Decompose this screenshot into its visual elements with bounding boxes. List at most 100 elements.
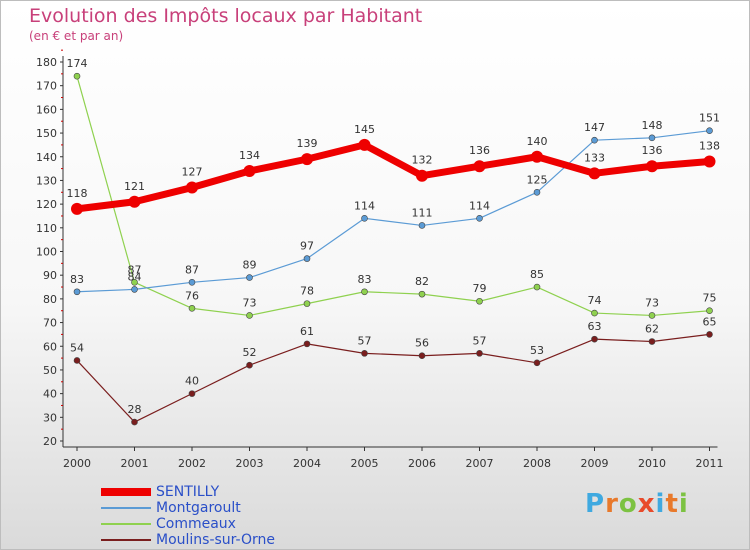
data-label-commeaux: 82 <box>415 275 429 288</box>
y-tick-label: 140 <box>36 151 57 164</box>
x-tick-label: 2007 <box>466 457 494 470</box>
data-point-moulins-sur-orne <box>648 338 656 345</box>
data-label-sentilly: 132 <box>412 154 433 167</box>
data-point-commeaux <box>246 312 253 319</box>
logo-letter: P <box>585 489 606 519</box>
y-tick-label: 70 <box>43 317 57 330</box>
data-label-moulins-sur-orne: 56 <box>415 337 429 350</box>
data-label-montgaroult: 87 <box>185 263 199 276</box>
data-point-sentilly <box>186 181 198 194</box>
data-point-moulins-sur-orne <box>73 357 81 364</box>
data-point-moulins-sur-orne <box>418 352 426 360</box>
x-tick-label: 2003 <box>236 457 264 470</box>
y-tick-label: 80 <box>43 293 57 306</box>
data-point-moulins-sur-orne <box>361 350 368 357</box>
y-tick-label: 40 <box>43 388 57 401</box>
y-tick-label: 160 <box>36 103 57 116</box>
y-tick-label: 110 <box>36 222 57 235</box>
data-point-moulins-sur-orne <box>591 335 598 343</box>
y-tick-label: 170 <box>36 80 57 93</box>
data-label-montgaroult: 114 <box>469 199 490 212</box>
logo-letter: i <box>678 489 689 519</box>
data-label-commeaux: 74 <box>588 294 602 307</box>
logo-letter: i <box>655 489 666 519</box>
y-tick-label: 180 <box>36 56 57 69</box>
series-line-commeaux <box>76 76 710 317</box>
data-label-moulins-sur-orne: 57 <box>473 334 487 347</box>
data-label-commeaux: 78 <box>300 285 314 298</box>
data-point-commeaux <box>533 283 541 291</box>
x-tick-label: 2008 <box>523 457 551 470</box>
data-label-moulins-sur-orne: 40 <box>185 375 199 388</box>
data-point-commeaux <box>418 290 426 298</box>
data-label-sentilly: 118 <box>67 187 88 200</box>
data-point-commeaux <box>303 300 311 307</box>
data-point-commeaux <box>131 278 138 286</box>
data-label-moulins-sur-orne: 54 <box>70 341 84 354</box>
chart-subtitle: (en € et par an) <box>29 29 124 43</box>
data-point-moulins-sur-orne <box>476 350 483 357</box>
data-point-moulins-sur-orne <box>131 418 138 426</box>
data-label-sentilly: 138 <box>699 139 720 152</box>
data-label-moulins-sur-orne: 63 <box>588 320 602 333</box>
data-label-montgaroult: 148 <box>642 119 663 132</box>
data-label-montgaroult: 147 <box>584 121 605 134</box>
data-point-montgaroult <box>706 127 713 134</box>
data-point-montgaroult <box>591 136 598 144</box>
data-point-sentilly <box>703 155 716 168</box>
data-point-montgaroult <box>188 278 196 286</box>
data-point-sentilly <box>473 160 486 173</box>
legend-swatch-moulins-sur-orne <box>101 539 151 541</box>
data-label-commeaux: 85 <box>530 268 544 281</box>
data-point-montgaroult <box>303 255 311 262</box>
data-label-moulins-sur-orne: 53 <box>530 344 544 357</box>
data-point-commeaux <box>706 307 713 315</box>
data-label-commeaux: 73 <box>645 296 659 309</box>
legend-label-moulins-sur-orne: Moulins-sur-Orne <box>156 532 275 548</box>
data-point-moulins-sur-orne <box>533 359 541 367</box>
data-label-moulins-sur-orne: 61 <box>300 325 314 338</box>
data-label-sentilly: 140 <box>527 135 548 148</box>
data-label-commeaux: 76 <box>185 289 199 302</box>
data-label-moulins-sur-orne: 52 <box>243 346 257 359</box>
legend-swatch-montgaroult <box>101 507 151 509</box>
x-tick-label: 2001 <box>121 457 149 470</box>
data-label-commeaux: 87 <box>128 263 142 276</box>
data-label-sentilly: 136 <box>642 144 663 157</box>
data-label-commeaux: 174 <box>67 57 88 70</box>
series-line-montgaroult <box>76 130 710 293</box>
data-point-moulins-sur-orne <box>188 390 196 397</box>
data-label-moulins-sur-orne: 65 <box>703 315 717 328</box>
data-label-moulins-sur-orne: 57 <box>358 334 372 347</box>
y-tick-label: 130 <box>36 174 57 187</box>
data-point-sentilly <box>301 153 313 166</box>
y-tick-label: 20 <box>43 435 57 448</box>
legend-label-montgaroult: Montgaroult <box>156 500 241 516</box>
data-point-moulins-sur-orne <box>706 331 713 338</box>
series-line-moulins-sur-orne <box>76 333 710 423</box>
data-label-sentilly: 145 <box>354 123 375 136</box>
x-tick-label: 2010 <box>638 457 666 470</box>
data-label-sentilly: 133 <box>584 151 605 164</box>
data-label-sentilly: 134 <box>239 149 260 162</box>
chart-title: Evolution des Impôts locaux par Habitant <box>29 5 423 27</box>
x-tick-label: 2005 <box>351 457 379 470</box>
data-point-montgaroult <box>648 134 656 142</box>
y-tick-label: 90 <box>43 269 57 282</box>
data-label-sentilly: 136 <box>469 144 490 157</box>
x-tick-label: 2002 <box>178 457 206 470</box>
data-label-sentilly: 139 <box>297 137 318 150</box>
data-point-sentilly <box>416 169 428 182</box>
x-tick-label: 2009 <box>581 457 609 470</box>
logo-letter: o <box>618 489 638 519</box>
y-tick-label: 30 <box>43 411 57 424</box>
data-point-commeaux <box>648 312 656 319</box>
data-point-commeaux <box>476 297 483 305</box>
data-point-moulins-sur-orne <box>246 361 253 369</box>
data-label-moulins-sur-orne: 62 <box>645 323 659 336</box>
data-point-moulins-sur-orne <box>303 340 311 348</box>
data-label-commeaux: 83 <box>358 273 372 286</box>
logo-letter: x <box>637 489 656 519</box>
